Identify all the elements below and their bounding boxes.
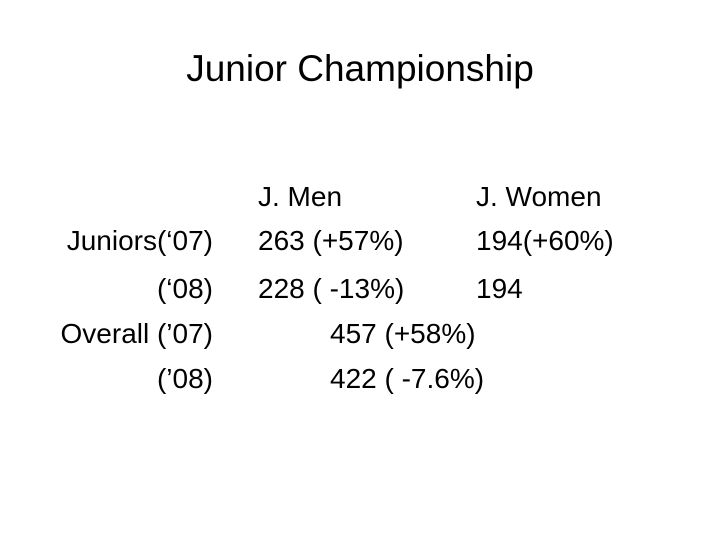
row-label: Juniors(‘07): [66, 225, 213, 256]
column-header: J. Men: [258, 181, 343, 212]
column-header: J. Women: [476, 181, 602, 212]
slide-title: Junior Championship: [186, 48, 534, 89]
cell: 228 ( -13%): [258, 273, 405, 304]
cell: 422 ( -7.6%): [330, 363, 485, 394]
cell: 457 (+58%): [330, 318, 476, 349]
row-label: (‘08): [156, 273, 213, 304]
row-label: (’08): [156, 363, 213, 394]
cell: 263 (+57%): [258, 225, 404, 256]
cell: 194: [476, 273, 523, 304]
row-label: Overall (’07): [60, 318, 213, 349]
cell: 194(+60%): [476, 225, 614, 256]
